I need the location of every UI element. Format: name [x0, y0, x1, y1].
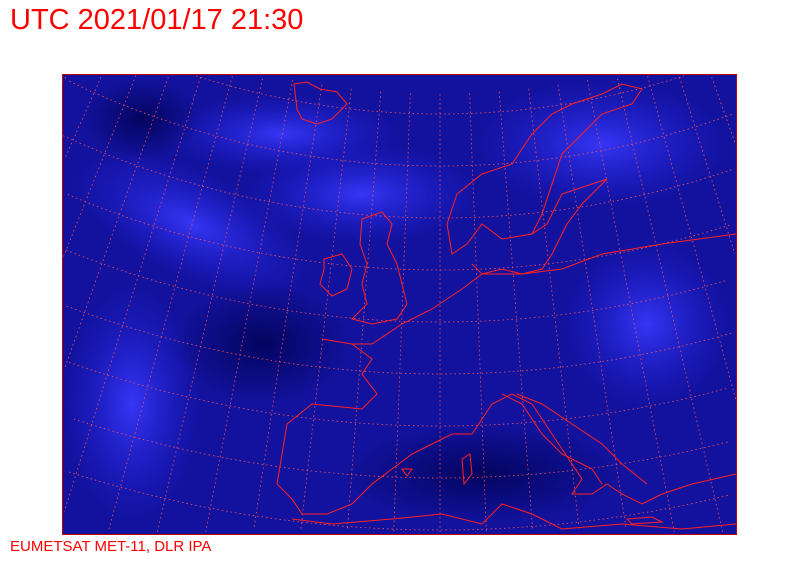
coast-ireland	[319, 253, 353, 297]
map-border	[62, 74, 737, 535]
coast-iceland	[293, 81, 348, 125]
image-credit: EUMETSAT MET-11, DLR IPA	[10, 538, 212, 555]
coast-corsica-sardinia	[401, 453, 473, 486]
coastlines	[276, 81, 737, 530]
meridian-line	[393, 93, 411, 534]
coast-baltic	[471, 178, 608, 275]
coast-britain	[351, 211, 408, 325]
latitude-line	[68, 471, 730, 531]
latitude-line	[195, 75, 685, 115]
graticule	[62, 75, 737, 534]
meridian-line	[64, 76, 102, 160]
meridian-line	[586, 79, 675, 532]
meridian-line	[347, 91, 382, 531]
latitude-line	[67, 194, 732, 271]
satellite-map	[62, 74, 737, 535]
cloud-layer	[62, 79, 732, 524]
meridian-line	[617, 78, 723, 532]
coast-scandinavia	[446, 83, 643, 255]
coast-mediterranean-south	[291, 503, 737, 530]
meridian-line	[253, 84, 323, 530]
meridian-line	[498, 91, 533, 531]
meridian-line	[108, 76, 233, 530]
meridian-line	[157, 78, 263, 532]
meridian-line	[63, 77, 201, 512]
timestamp-title: UTC 2021/01/17 21:30	[10, 4, 304, 36]
meridian-line	[63, 76, 67, 82]
coast-crete	[625, 516, 664, 525]
coast-iberia-france	[276, 343, 737, 515]
latitude-line	[65, 249, 729, 323]
meridian-line	[63, 75, 137, 257]
latitude-line	[62, 135, 734, 219]
meridian-line	[679, 77, 736, 254]
coast-italy-balkans	[501, 393, 648, 485]
latitude-line	[69, 361, 727, 427]
latitude-line	[66, 305, 734, 375]
meridian-line	[205, 79, 294, 532]
meridian-line	[469, 93, 487, 534]
coast-continent	[321, 233, 737, 345]
meridian-line	[647, 76, 737, 400]
meridian-line	[557, 84, 627, 530]
latitude-line	[69, 80, 733, 167]
